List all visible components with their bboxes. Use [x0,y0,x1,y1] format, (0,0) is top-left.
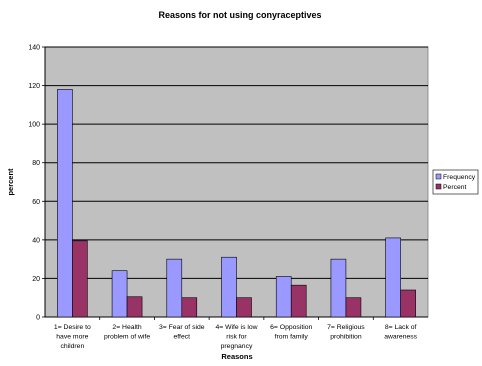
y-tick-label: 0 [36,315,40,322]
chart-title: Reasons for not using conyraceptives [158,10,321,20]
bars [57,89,416,318]
bar-frequency [221,256,237,318]
y-tick-label: 80 [32,160,40,167]
bar-percent [72,240,88,318]
y-tick-label: 120 [28,83,40,90]
x-axis-label: Reasons [221,352,252,361]
y-tick-label: 20 [32,276,40,283]
bar-frequency [111,270,128,318]
x-tick-label: 6= Opposition from family [270,324,312,341]
bar-percent [126,296,143,318]
y-tick-label: 60 [32,199,40,206]
x-tick-label: 2= Health problem of wife [104,324,150,341]
legend-label: Frequency [443,174,476,181]
x-tick-label: 8= Lack of awareness [384,324,417,341]
bar-frequency [330,258,347,318]
y-tick-label: 140 [28,45,40,52]
y-axis-label: percent [6,168,15,196]
bar-percent [236,297,252,318]
x-axis-ticks: 1= Desire to have more children 2= Health pr… [54,317,418,350]
bar-percent [181,297,198,318]
bar-percent [400,289,416,318]
x-tick-label: 1= Desire to have more children [54,324,91,350]
x-tick-label: 3= Fear of side effect [159,324,205,341]
y-tick-label: 100 [28,122,40,129]
bar-percent [290,284,307,318]
bar-frequency [57,89,73,318]
legend-swatch [435,183,442,190]
legend-swatch [435,173,442,180]
bar-frequency [166,258,183,318]
legend: Frequency Percent [432,169,479,195]
y-tick-label: 40 [32,237,40,244]
bar-frequency [275,276,292,318]
legend-label: Percent [443,184,467,191]
bar-frequency [385,237,401,318]
x-tick-label: 7= Religious prohibition [327,324,365,341]
x-tick-label: 4= Wife is low risk for pregnancy [215,324,257,350]
bar-percent [345,297,362,318]
